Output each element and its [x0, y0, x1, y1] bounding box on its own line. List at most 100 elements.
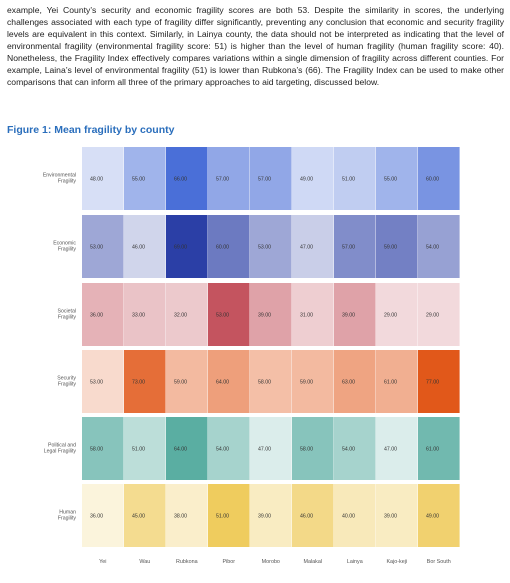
heatmap-cell	[124, 215, 166, 278]
heatmap-cell	[250, 417, 292, 480]
cell-value: 55.00	[132, 177, 145, 183]
cell-value: 59.00	[174, 380, 187, 386]
heatmap-cell	[376, 484, 418, 547]
cell-value: 33.00	[132, 313, 145, 319]
heatmap-cell	[292, 417, 334, 480]
cell-value: 40.00	[342, 514, 355, 520]
heatmap-cell	[124, 484, 166, 547]
column-label: Lainya	[347, 559, 363, 565]
heatmap-cell	[250, 350, 292, 413]
cell-value: 39.00	[342, 313, 355, 319]
cell-value: 61.00	[384, 380, 397, 386]
heatmap-cell	[250, 147, 292, 210]
column-label: Kajo-keji	[386, 559, 407, 565]
cell-value: 60.00	[426, 177, 439, 183]
heatmap-cell	[124, 350, 166, 413]
column-label: Pibor	[223, 559, 236, 565]
cell-value: 53.00	[90, 380, 103, 386]
column-label: Bor South	[427, 559, 451, 565]
heatmap-cell	[208, 147, 250, 210]
row-label: Security Fragility	[57, 376, 76, 388]
cell-value: 39.00	[258, 313, 271, 319]
heatmap-cell	[82, 147, 124, 210]
heatmap-cell	[124, 283, 166, 346]
body-paragraph: example, Yei County’s security and econo…	[7, 5, 504, 87]
cell-value: 61.00	[426, 447, 439, 453]
column-label: Morobo	[262, 559, 280, 565]
heatmap-cell	[292, 147, 334, 210]
cell-value: 51.00	[216, 514, 229, 520]
column-label: Yei	[99, 559, 106, 565]
row-label: Political and Legal Fragility	[44, 443, 77, 455]
cell-value: 69.00	[174, 245, 187, 251]
heatmap-cell	[376, 417, 418, 480]
heatmap-cell	[82, 283, 124, 346]
cell-value: 38.00	[174, 514, 187, 520]
column-label: Malakal	[304, 559, 323, 565]
cell-value: 58.00	[300, 447, 313, 453]
cell-value: 47.00	[300, 245, 313, 251]
row-label: Environmental Fragility	[43, 173, 77, 185]
heatmap-cell	[376, 147, 418, 210]
cell-value: 36.00	[90, 313, 103, 319]
cell-value: 29.00	[384, 313, 397, 319]
cell-value: 54.00	[216, 447, 229, 453]
figure-title: Figure 1: Mean fragility by county	[7, 124, 175, 136]
cell-value: 46.00	[300, 514, 313, 520]
cell-value: 63.00	[342, 380, 355, 386]
cell-value: 57.00	[216, 177, 229, 183]
cell-value: 47.00	[258, 447, 271, 453]
heatmap-cell	[250, 215, 292, 278]
heatmap-cell	[292, 215, 334, 278]
cell-value: 57.00	[342, 245, 355, 251]
heatmap-cell	[292, 283, 334, 346]
cell-value: 54.00	[342, 447, 355, 453]
heatmap-cell	[250, 484, 292, 547]
heatmap-cell	[208, 215, 250, 278]
heatmap-cell	[82, 417, 124, 480]
heatmap-cell	[166, 147, 208, 210]
cell-value: 36.00	[90, 514, 103, 520]
cell-value: 45.00	[132, 514, 145, 520]
cell-value: 29.00	[426, 313, 439, 319]
cell-value: 46.00	[132, 245, 145, 251]
cell-value: 39.00	[384, 514, 397, 520]
cell-value: 58.00	[258, 380, 271, 386]
cell-value: 48.00	[90, 177, 103, 183]
heatmap-cell	[376, 350, 418, 413]
heatmap-cell	[292, 350, 334, 413]
heatmap-cell	[82, 484, 124, 547]
cell-value: 32.00	[174, 313, 187, 319]
heatmap-cell	[334, 484, 376, 547]
heatmap-cell	[418, 484, 460, 547]
heatmap-cell	[166, 417, 208, 480]
heatmap-cell	[418, 283, 460, 346]
cell-value: 66.00	[174, 177, 187, 183]
heatmap-cell	[208, 350, 250, 413]
heatmap-cell	[334, 147, 376, 210]
cell-value: 57.00	[258, 177, 271, 183]
cell-value: 54.00	[426, 245, 439, 251]
heatmap-cell	[376, 283, 418, 346]
heatmap-cell	[208, 283, 250, 346]
heatmap-cell	[82, 215, 124, 278]
column-label: Wau	[139, 559, 150, 565]
heatmap-cell	[124, 417, 166, 480]
cell-value: 49.00	[426, 514, 439, 520]
cell-value: 39.00	[258, 514, 271, 520]
heatmap-cell	[250, 283, 292, 346]
cell-value: 31.00	[300, 313, 313, 319]
heatmap-cell	[166, 350, 208, 413]
cell-value: 53.00	[216, 313, 229, 319]
cell-value: 60.00	[216, 245, 229, 251]
heatmap-cell	[334, 417, 376, 480]
cell-value: 51.00	[342, 177, 355, 183]
heatmap-cell	[166, 283, 208, 346]
heatmap-cell	[418, 350, 460, 413]
heatmap-cell	[292, 484, 334, 547]
heatmap-cell	[208, 484, 250, 547]
column-label: Rubkona	[176, 559, 198, 565]
cell-value: 58.00	[90, 447, 103, 453]
row-label: Societal Fragility	[58, 309, 77, 321]
